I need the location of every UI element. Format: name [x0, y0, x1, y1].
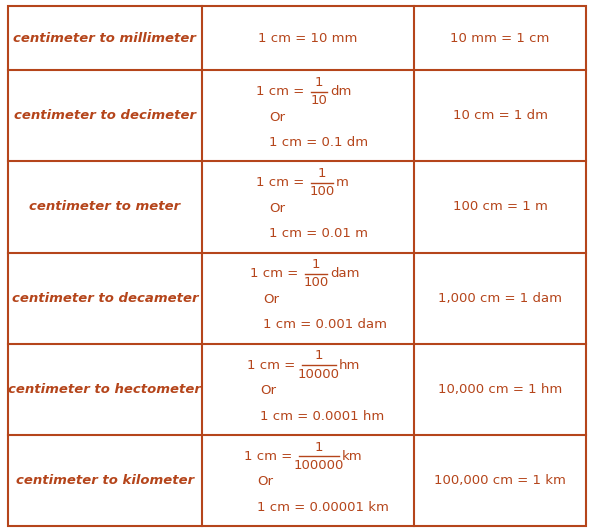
Text: dam: dam — [330, 268, 359, 280]
Text: 10,000 cm = 1 hm: 10,000 cm = 1 hm — [438, 383, 563, 396]
Text: 10: 10 — [311, 94, 327, 107]
Text: 1 cm =: 1 cm = — [245, 450, 297, 463]
Text: 10 cm = 1 dm: 10 cm = 1 dm — [453, 109, 548, 122]
Text: 10 mm = 1 cm: 10 mm = 1 cm — [450, 31, 550, 45]
Text: Or: Or — [269, 202, 285, 215]
Text: Or: Or — [257, 475, 273, 488]
Text: 100: 100 — [309, 185, 334, 198]
Text: Or: Or — [260, 384, 276, 397]
Text: hm: hm — [339, 359, 361, 371]
Text: 1 cm =: 1 cm = — [248, 359, 300, 371]
Text: 1: 1 — [315, 350, 323, 362]
Text: Or: Or — [269, 111, 285, 123]
Text: 100: 100 — [304, 277, 328, 289]
Text: 1 cm = 0.01 m: 1 cm = 0.01 m — [269, 227, 368, 240]
Text: 100,000 cm = 1 km: 100,000 cm = 1 km — [434, 474, 566, 487]
Text: 10000: 10000 — [298, 368, 340, 380]
Text: 1: 1 — [315, 76, 323, 89]
Text: 100 cm = 1 m: 100 cm = 1 m — [453, 201, 548, 213]
Text: 1 cm = 0.001 dam: 1 cm = 0.001 dam — [263, 318, 387, 331]
Text: centimeter to millimeter: centimeter to millimeter — [14, 31, 196, 45]
Text: 1: 1 — [312, 258, 320, 271]
Text: 1: 1 — [318, 167, 326, 180]
Text: dm: dm — [330, 85, 352, 98]
Text: 1,000 cm = 1 dam: 1,000 cm = 1 dam — [438, 292, 562, 305]
Text: centimeter to hectometer: centimeter to hectometer — [8, 383, 201, 396]
Text: centimeter to kilometer: centimeter to kilometer — [16, 474, 194, 487]
Text: centimeter to meter: centimeter to meter — [29, 201, 181, 213]
Text: centimeter to decameter: centimeter to decameter — [11, 292, 198, 305]
Text: 1 cm = 0.00001 km: 1 cm = 0.00001 km — [257, 501, 389, 514]
Text: 1 cm =: 1 cm = — [257, 176, 309, 189]
Text: 100000: 100000 — [294, 459, 344, 472]
Text: 1 cm =: 1 cm = — [257, 85, 309, 98]
Text: 1: 1 — [315, 440, 323, 454]
Text: centimeter to decimeter: centimeter to decimeter — [14, 109, 196, 122]
Text: 1 cm = 0.1 dm: 1 cm = 0.1 dm — [269, 136, 368, 149]
Text: m: m — [336, 176, 349, 189]
Text: 1 cm =: 1 cm = — [251, 268, 303, 280]
Text: Or: Or — [263, 293, 279, 306]
Text: km: km — [342, 450, 362, 463]
Text: 1 cm = 10 mm: 1 cm = 10 mm — [258, 31, 358, 45]
Text: 1 cm = 0.0001 hm: 1 cm = 0.0001 hm — [260, 410, 384, 422]
